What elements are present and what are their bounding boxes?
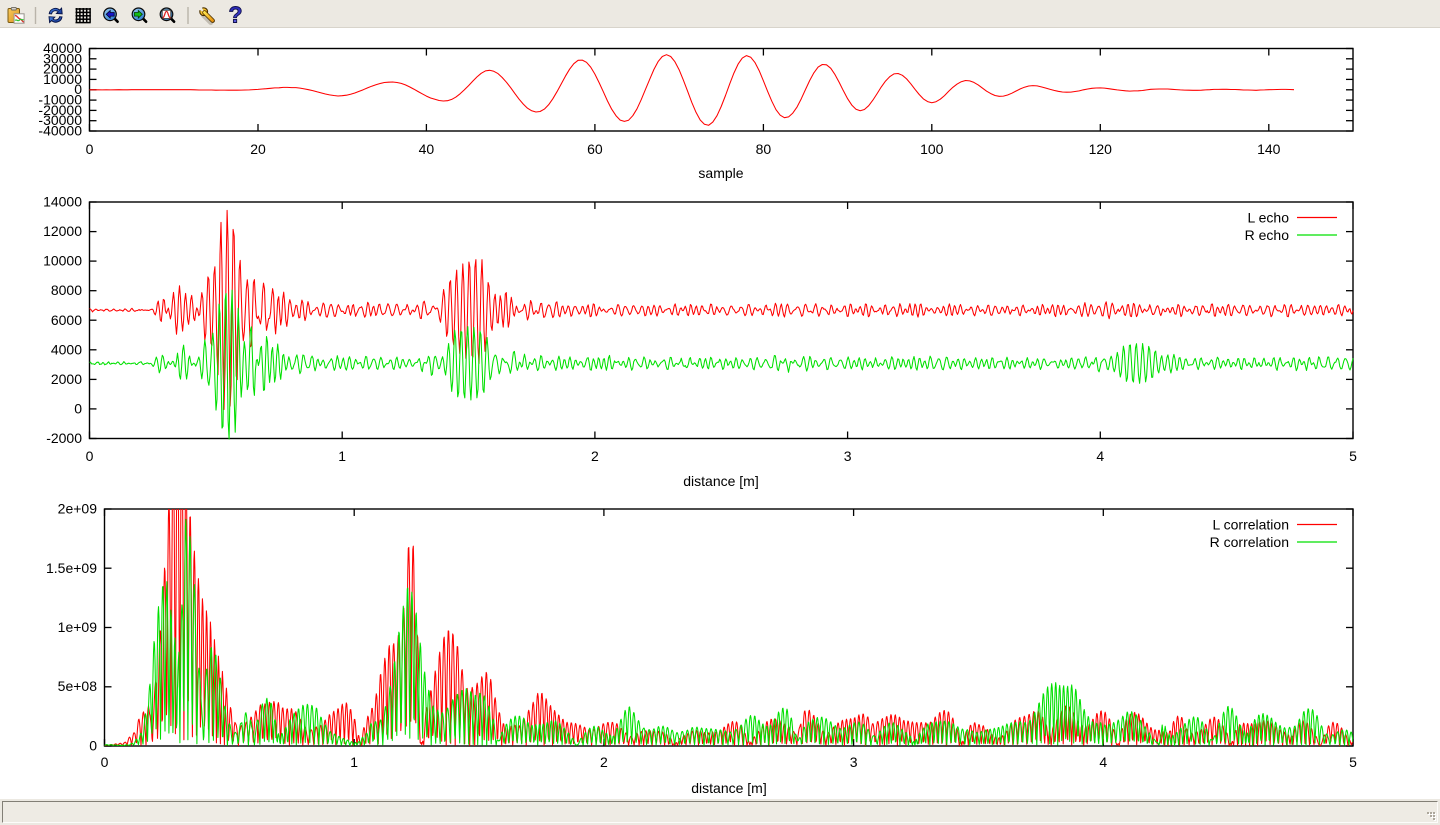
svg-text:-20000: -20000 bbox=[38, 102, 82, 118]
svg-text:30000: 30000 bbox=[43, 50, 82, 66]
svg-text:20: 20 bbox=[250, 141, 266, 157]
svg-text:0: 0 bbox=[86, 448, 94, 464]
svg-text:1: 1 bbox=[338, 448, 346, 464]
svg-text:4000: 4000 bbox=[51, 341, 82, 357]
svg-text:10000: 10000 bbox=[43, 253, 82, 269]
svg-text:-40000: -40000 bbox=[38, 123, 82, 139]
svg-text:2: 2 bbox=[600, 754, 608, 770]
svg-text:distance [m]: distance [m] bbox=[683, 473, 758, 489]
svg-text:140: 140 bbox=[1257, 141, 1281, 157]
svg-text:5e+08: 5e+08 bbox=[58, 678, 98, 694]
svg-text:L correlation: L correlation bbox=[1212, 517, 1289, 533]
svg-text:8000: 8000 bbox=[51, 282, 82, 298]
svg-text:1.5e+09: 1.5e+09 bbox=[46, 560, 97, 576]
svg-text:2000: 2000 bbox=[51, 371, 82, 387]
svg-text:80: 80 bbox=[756, 141, 772, 157]
svg-text:3: 3 bbox=[844, 448, 852, 464]
svg-text:2e+09: 2e+09 bbox=[58, 501, 98, 517]
svg-text:40: 40 bbox=[419, 141, 435, 157]
svg-text:distance [m]: distance [m] bbox=[691, 780, 766, 796]
svg-text:1: 1 bbox=[350, 754, 358, 770]
svg-text:0: 0 bbox=[101, 754, 109, 770]
svg-text:100: 100 bbox=[920, 141, 944, 157]
svg-text:-10000: -10000 bbox=[38, 92, 82, 108]
svg-text:10000: 10000 bbox=[43, 71, 82, 87]
svg-text:6000: 6000 bbox=[51, 312, 82, 328]
svg-text:60: 60 bbox=[587, 141, 603, 157]
svg-text:0: 0 bbox=[74, 400, 82, 416]
svg-text:R echo: R echo bbox=[1245, 227, 1290, 243]
svg-text:4: 4 bbox=[1099, 754, 1107, 770]
svg-text:sample: sample bbox=[698, 165, 743, 181]
svg-text:5: 5 bbox=[1349, 448, 1357, 464]
svg-text:1e+09: 1e+09 bbox=[58, 619, 98, 635]
svg-text:3: 3 bbox=[850, 754, 858, 770]
svg-text:40000: 40000 bbox=[43, 40, 82, 56]
svg-text:L echo: L echo bbox=[1247, 210, 1289, 226]
svg-text:0: 0 bbox=[74, 81, 82, 97]
svg-text:120: 120 bbox=[1089, 141, 1113, 157]
svg-text:2: 2 bbox=[591, 448, 599, 464]
svg-text:-30000: -30000 bbox=[38, 112, 82, 128]
svg-text:12000: 12000 bbox=[43, 223, 82, 239]
svg-text:R correlation: R correlation bbox=[1210, 534, 1289, 550]
svg-text:0: 0 bbox=[86, 141, 94, 157]
svg-text:4: 4 bbox=[1096, 448, 1104, 464]
svg-text:14000: 14000 bbox=[43, 194, 82, 210]
svg-text:20000: 20000 bbox=[43, 61, 82, 77]
svg-text:0: 0 bbox=[89, 738, 97, 754]
svg-text:5: 5 bbox=[1349, 754, 1357, 770]
svg-text:?: ? bbox=[228, 2, 242, 28]
svg-text:-2000: -2000 bbox=[46, 430, 82, 446]
